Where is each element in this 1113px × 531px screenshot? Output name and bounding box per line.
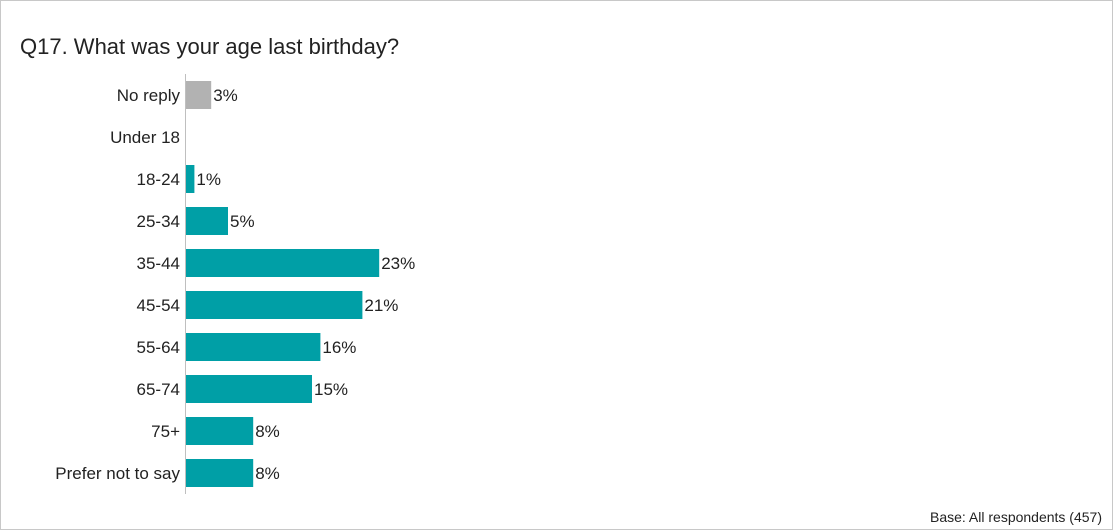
category-label: 45-54 (137, 296, 180, 315)
chart-title: Q17. What was your age last birthday? (20, 34, 400, 59)
category-label: No reply (117, 86, 181, 105)
bar (186, 81, 212, 109)
category-label: Under 18 (110, 128, 180, 147)
bar (186, 459, 254, 487)
value-label: 5% (230, 212, 255, 231)
bar (186, 165, 195, 193)
value-label: 23% (381, 254, 415, 273)
value-label: 21% (364, 296, 398, 315)
value-label: 1% (196, 170, 221, 189)
bar (186, 249, 380, 277)
value-label: 16% (322, 338, 356, 357)
bar (186, 375, 312, 403)
value-label: 3% (213, 86, 238, 105)
value-label: 8% (255, 422, 280, 441)
value-label: 8% (255, 464, 280, 483)
bar (186, 417, 254, 445)
bar (186, 207, 228, 235)
category-label: 65-74 (137, 380, 180, 399)
category-label: 18-24 (137, 170, 180, 189)
base-note: Base: All respondents (457) (930, 509, 1102, 525)
category-label: Prefer not to say (55, 464, 180, 483)
category-label: 25-34 (137, 212, 180, 231)
category-label: 75+ (151, 422, 180, 441)
value-label: 15% (314, 380, 348, 399)
bar (186, 291, 363, 319)
category-label: 35-44 (137, 254, 180, 273)
bar (186, 333, 321, 361)
category-label: 55-64 (137, 338, 180, 357)
